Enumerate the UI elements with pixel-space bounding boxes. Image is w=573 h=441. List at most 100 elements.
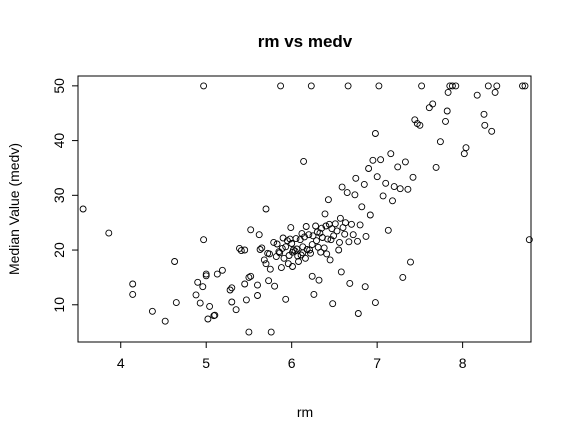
data-point [318, 224, 326, 232]
data-point [129, 290, 137, 298]
data-point [288, 240, 296, 247]
data-point [366, 211, 374, 219]
data-point [521, 82, 529, 90]
data-point [200, 82, 208, 90]
data-point [232, 306, 240, 314]
data-point [258, 244, 266, 252]
data-point [213, 270, 221, 278]
data-point [285, 252, 293, 259]
data-point [425, 104, 433, 112]
data-point [337, 268, 345, 276]
data-point [462, 144, 470, 152]
data-point [452, 82, 460, 90]
data-point [255, 231, 263, 239]
data-point [302, 223, 310, 230]
data-point [194, 278, 202, 286]
data-point [371, 130, 379, 137]
data-point [295, 258, 302, 265]
y-tick-label: 40 [51, 133, 67, 149]
chart-title: rm vs medv [258, 32, 353, 51]
data-point [399, 273, 407, 281]
data-point [292, 235, 300, 243]
data-point [301, 233, 308, 241]
data-point [389, 197, 396, 205]
data-point [271, 282, 279, 290]
data-point [394, 163, 402, 171]
data-point [373, 173, 381, 181]
data-point [365, 165, 373, 172]
plot-frame [77, 75, 532, 343]
data-point [237, 247, 245, 255]
data-point [280, 254, 288, 262]
data-point [312, 222, 320, 230]
data-point [488, 127, 496, 135]
data-point [387, 150, 395, 158]
data-point [262, 260, 270, 268]
data-point [341, 230, 349, 238]
data-point [282, 243, 290, 251]
data-point [254, 281, 261, 289]
y-tick-label: 30 [51, 187, 67, 203]
data-point [354, 237, 361, 245]
data-point [299, 243, 307, 251]
data-point [375, 82, 383, 90]
data-point [493, 82, 501, 90]
data-point [404, 185, 412, 193]
data-point [192, 291, 200, 299]
data-point [338, 183, 346, 191]
data-point [260, 256, 268, 264]
data-point [241, 280, 249, 288]
data-point [519, 82, 526, 90]
data-point [361, 283, 369, 291]
data-point [351, 191, 359, 199]
data-point [313, 237, 320, 245]
data-point [242, 296, 250, 304]
data-point [279, 234, 287, 242]
data-point [172, 299, 180, 307]
data-point [323, 250, 331, 258]
data-point [429, 100, 437, 108]
data-point [308, 272, 316, 280]
data-point [287, 224, 295, 232]
data-point [379, 192, 387, 200]
x-tick-label: 5 [202, 355, 210, 371]
data-point [245, 273, 253, 281]
data-point [199, 283, 207, 291]
data-point [241, 246, 249, 254]
data-point [282, 295, 290, 303]
data-point [105, 229, 113, 237]
data-point [309, 232, 317, 240]
y-axis-label: Median Value (medv) [6, 143, 22, 275]
data-point [396, 185, 404, 193]
data-point [267, 328, 275, 336]
data-point [382, 179, 390, 187]
data-point [247, 226, 255, 234]
data-point [254, 292, 261, 299]
data-point [460, 150, 468, 158]
data-point [266, 265, 274, 273]
data-point [247, 272, 255, 280]
data-point [409, 173, 417, 181]
data-point [390, 183, 398, 191]
data-point [326, 256, 334, 264]
data-point [345, 238, 353, 246]
data-point [204, 315, 212, 323]
data-point [354, 310, 362, 317]
data-point [277, 82, 285, 90]
data-point [331, 220, 339, 228]
data-point [329, 300, 337, 308]
x-tick-label: 4 [117, 355, 125, 371]
data-point [245, 328, 253, 336]
y-tick-label: 50 [51, 78, 67, 94]
data-point [297, 251, 305, 259]
data-point [211, 311, 219, 319]
x-tick-label: 8 [459, 355, 467, 371]
data-point [352, 174, 360, 182]
x-tick-label: 7 [373, 355, 381, 371]
data-point [436, 138, 444, 146]
data-point [308, 241, 316, 249]
data-point [377, 156, 385, 164]
data-point [344, 82, 352, 90]
data-point [278, 244, 286, 252]
data-point [333, 227, 341, 235]
